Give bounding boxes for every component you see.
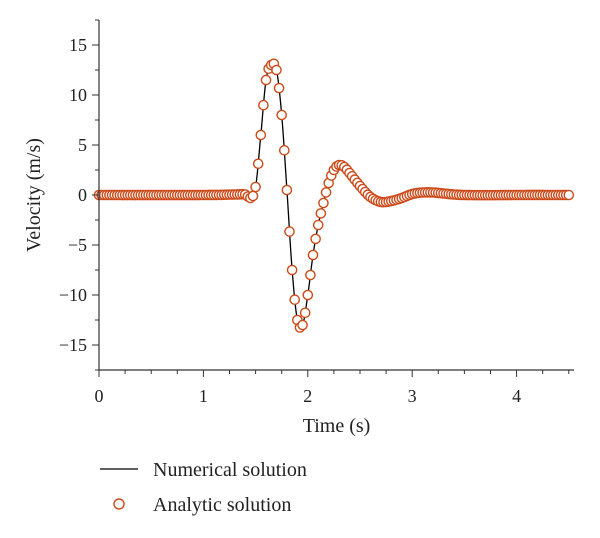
legend-label-numerical: Numerical solution <box>153 459 307 481</box>
y-tick-label: −15 <box>59 335 87 355</box>
y-tick-label: −5 <box>68 235 87 255</box>
analytic-solution-point <box>305 269 316 281</box>
analytic-solution-point <box>284 226 295 237</box>
x-tick-label: 3 <box>408 386 417 406</box>
analytic-solution-point <box>312 219 324 231</box>
y-tick-label: −10 <box>59 285 87 305</box>
x-tick-label: 2 <box>303 386 312 406</box>
x-tick-label: 4 <box>512 386 521 406</box>
analytic-solution-point <box>247 190 259 202</box>
x-ticks: 0 1 2 3 4 <box>95 370 570 406</box>
analytic-solution-point <box>271 64 282 76</box>
plot-area <box>93 58 575 333</box>
analytic-solution-point <box>318 197 329 209</box>
y-tick-label: 5 <box>78 135 87 155</box>
y-axis-label: Velocity (m/s) <box>23 138 45 252</box>
analytic-solution-point <box>297 319 308 331</box>
analytic-solution-point <box>279 145 290 156</box>
analytic-solution-point <box>258 99 269 111</box>
analytic-solution-point <box>276 109 287 121</box>
analytic-solution-point <box>260 74 272 86</box>
analytic-solution-point <box>299 307 311 319</box>
x-axis-label: Time (s) <box>303 415 371 437</box>
x-tick-label: 1 <box>199 386 208 406</box>
analytic-solution-point <box>250 181 261 193</box>
analytic-solution-point <box>307 249 319 261</box>
analytic-solution-point <box>255 129 267 141</box>
y-tick-label: 15 <box>69 35 87 55</box>
analytic-solution-point <box>310 233 321 245</box>
analytic-solution-point <box>302 289 314 301</box>
analytic-solution-point <box>320 187 332 198</box>
analytic-solution-point <box>252 158 264 170</box>
y-tick-label: 0 <box>78 185 87 205</box>
legend-marker-swatch <box>113 498 125 510</box>
analytic-solution-point <box>286 264 298 276</box>
analytic-solution-point <box>281 184 293 196</box>
analytic-solution-point <box>315 208 327 219</box>
analytic-solution-point <box>563 189 575 201</box>
analytic-solution-point <box>273 82 285 94</box>
x-tick-label: 0 <box>95 386 104 406</box>
y-ticks: −15 −10 −5 0 5 10 15 <box>59 19 99 371</box>
legend: Numerical solution Analytic solution <box>100 459 307 516</box>
y-tick-label: 10 <box>69 85 87 105</box>
analytic-solution-point <box>289 294 301 305</box>
legend-label-analytic: Analytic solution <box>153 494 291 516</box>
